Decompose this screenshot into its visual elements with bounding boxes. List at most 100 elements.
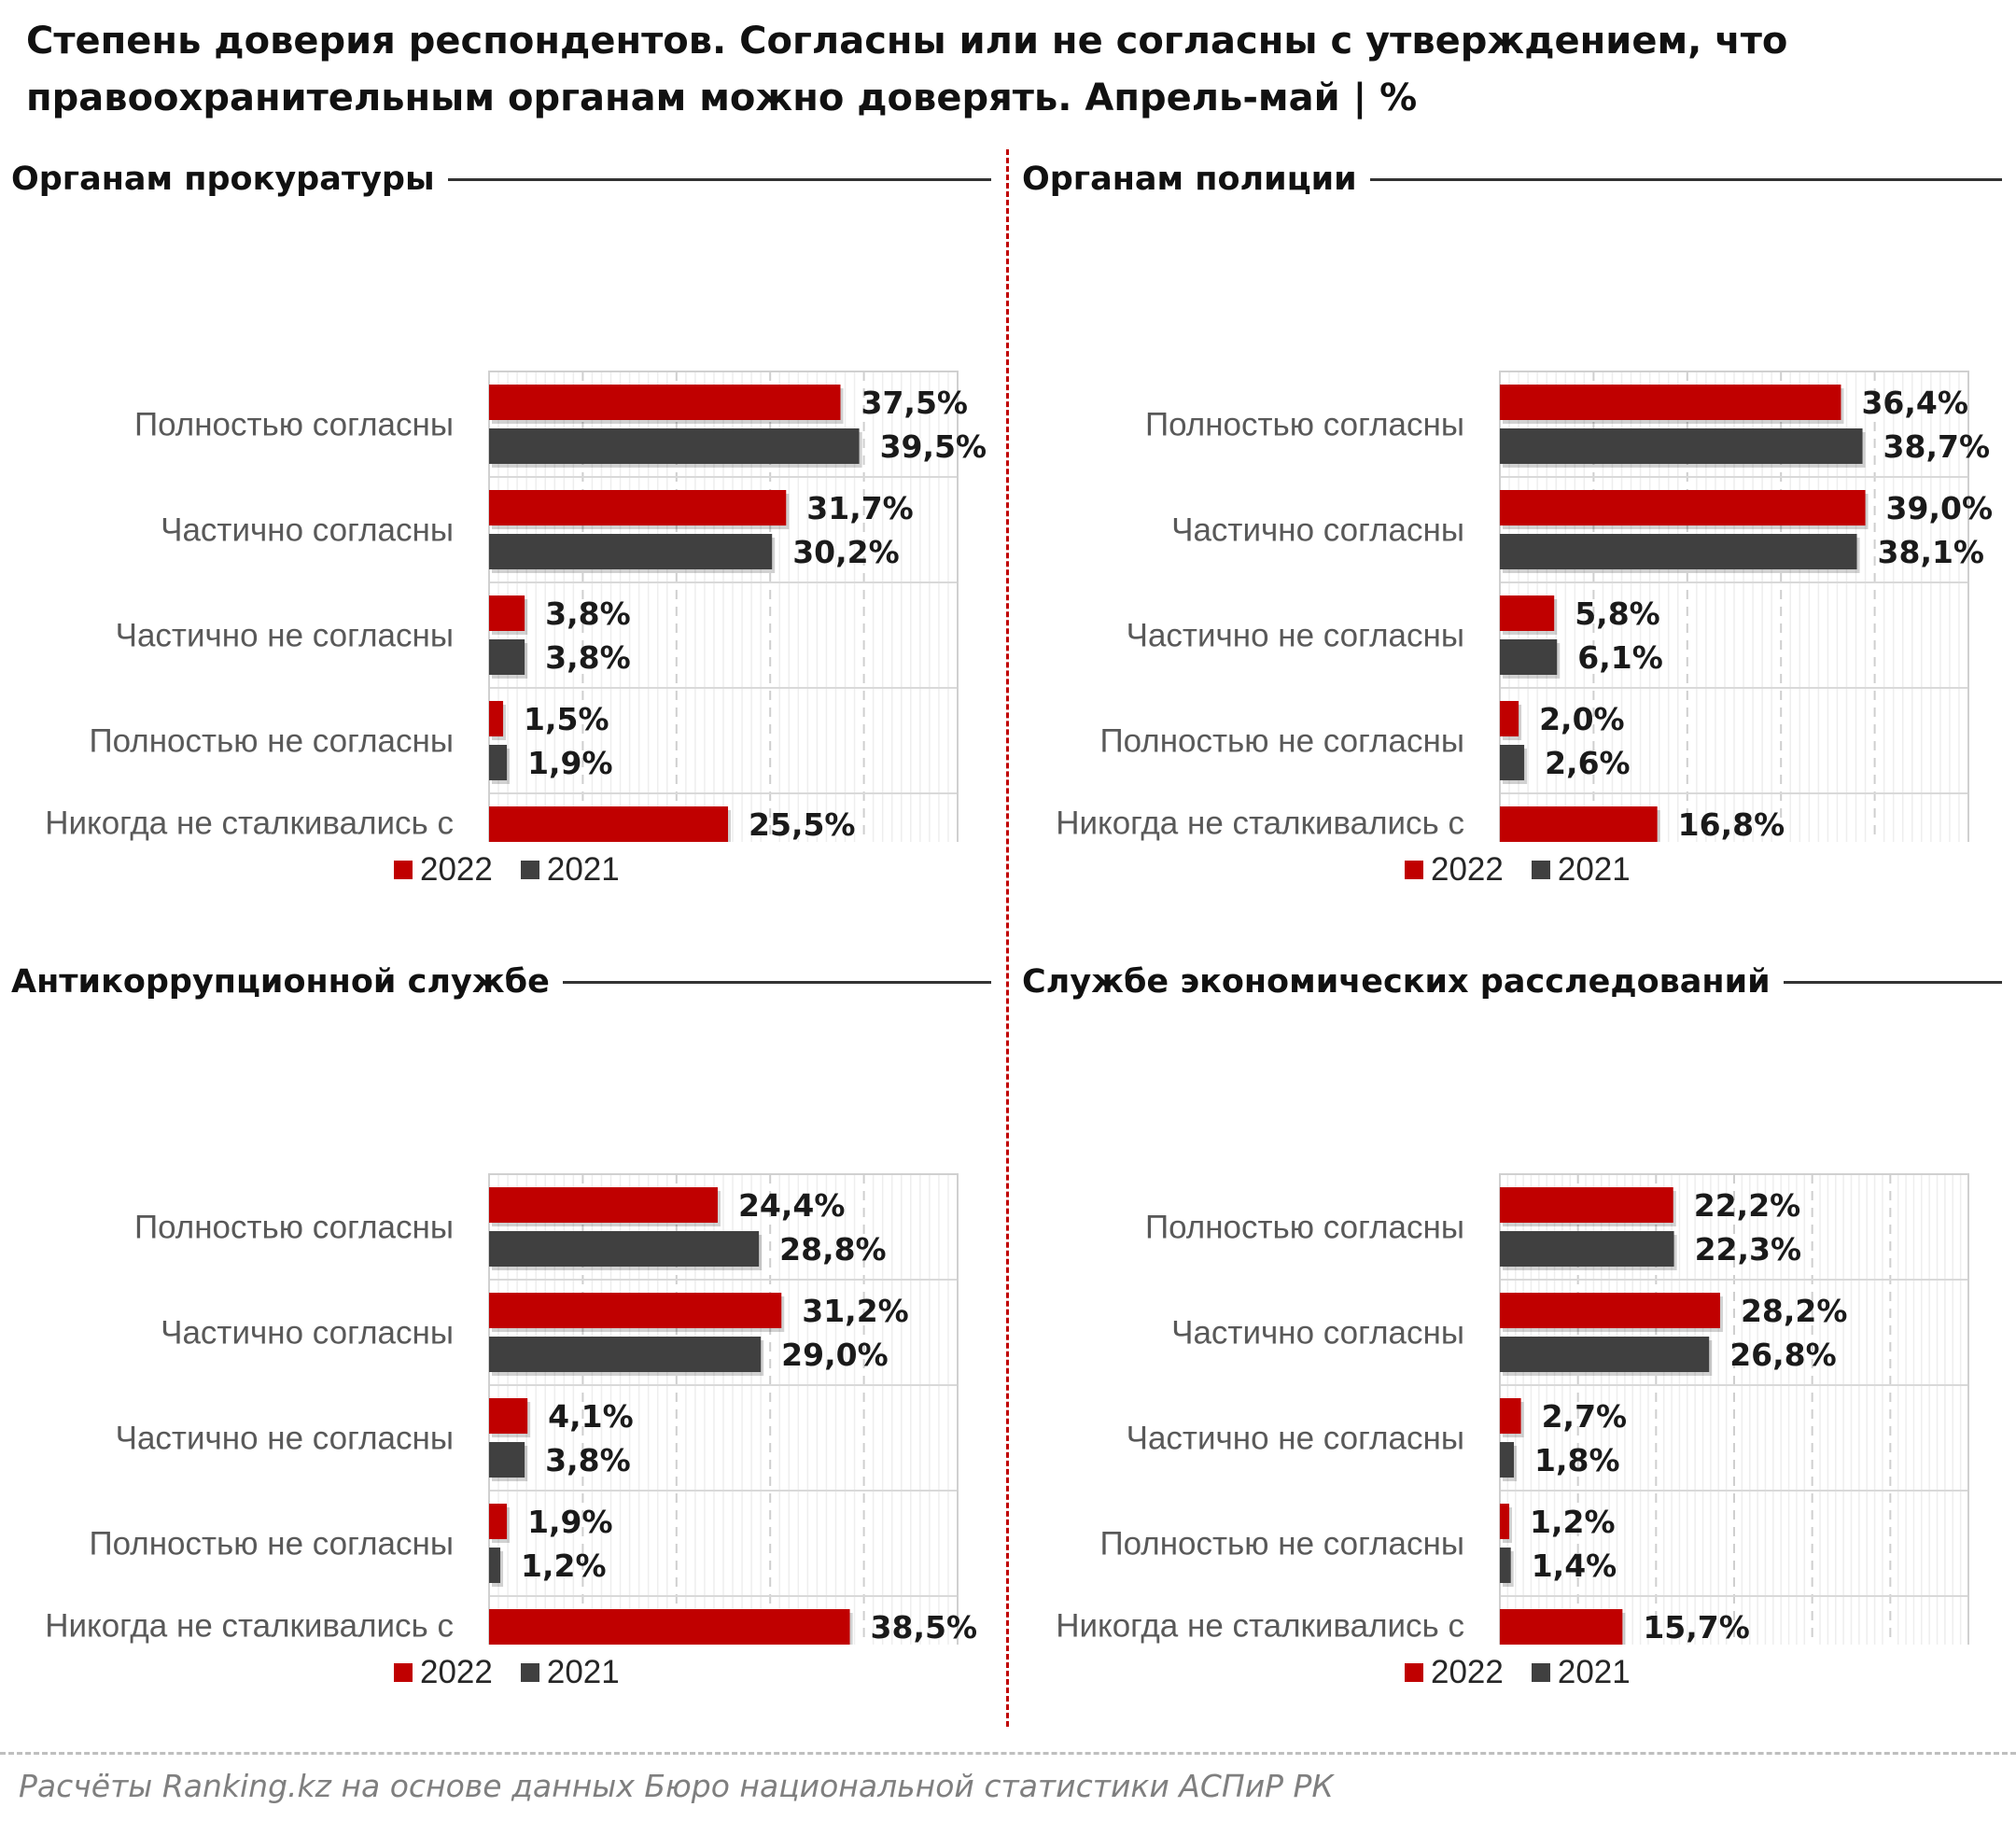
panel-header: Органам полиции bbox=[1022, 151, 2002, 207]
panel-header: Службе экономических расследований bbox=[1022, 954, 2002, 1010]
legend-swatch-2021 bbox=[1531, 861, 1550, 879]
bar-2021 bbox=[1500, 639, 1558, 675]
legend-label-2022: 2022 bbox=[420, 851, 493, 888]
data-label: 2,0% bbox=[1539, 701, 1625, 737]
panel-title-rule bbox=[562, 980, 991, 984]
bar-2021 bbox=[1500, 1548, 1511, 1583]
bar-chart: 22,2% 22,3% Полностью согласны 28,2% 26,8% Ча… bbox=[1056, 1173, 1969, 1645]
data-label: 1,5% bbox=[524, 701, 609, 737]
data-label: 39,0% bbox=[1886, 490, 1994, 526]
panel-header: Органам прокуратуры bbox=[11, 151, 991, 207]
bar-2021 bbox=[1500, 1231, 1674, 1267]
legend-item-2022: 2022 bbox=[394, 1654, 493, 1691]
chart-legend: 2022 2021 bbox=[1405, 851, 1659, 889]
panel-title-rule bbox=[447, 177, 991, 181]
bar-2022 bbox=[1500, 1609, 1623, 1645]
page-title-line-2: правоохранительным органам можно доверят… bbox=[26, 77, 1418, 119]
bar-2021 bbox=[489, 745, 508, 780]
data-label: 31,7% bbox=[806, 490, 914, 526]
plot-frame bbox=[1499, 1173, 1969, 1645]
bar-2022 bbox=[489, 806, 729, 842]
data-label: 25,5% bbox=[749, 806, 856, 842]
category-label: Никогда не сталкивались с bbox=[1056, 1608, 1464, 1645]
category-label: Полностью не согласны bbox=[1099, 723, 1464, 760]
panel-title: Антикоррупционной службе bbox=[11, 963, 550, 1001]
data-label: 1,8% bbox=[1534, 1442, 1620, 1478]
bar-2022 bbox=[489, 1187, 718, 1223]
data-label: 39,5% bbox=[880, 428, 987, 465]
legend-label-2021: 2021 bbox=[1557, 1654, 1631, 1690]
bar-2021 bbox=[489, 639, 525, 675]
bar-2022 bbox=[489, 1293, 782, 1328]
data-label: 2,6% bbox=[1545, 745, 1631, 781]
data-label: 4,1% bbox=[548, 1398, 634, 1435]
data-label: 1,4% bbox=[1532, 1548, 1617, 1584]
chart-legend: 2022 2021 bbox=[394, 851, 648, 889]
bar-2021 bbox=[489, 1231, 760, 1267]
legend-label-2021: 2021 bbox=[1557, 851, 1631, 888]
bar-2021 bbox=[489, 1337, 762, 1372]
data-label: 26,8% bbox=[1729, 1337, 1837, 1373]
category-label: Частично не согласны bbox=[1127, 618, 1464, 654]
bar-2022 bbox=[489, 385, 841, 420]
data-label: 36,4% bbox=[1861, 385, 1968, 421]
bar-2021 bbox=[489, 534, 773, 569]
bar-2022 bbox=[1500, 806, 1658, 842]
bar-2022 bbox=[489, 701, 504, 736]
category-label: Полностью не согласны bbox=[1099, 1526, 1464, 1562]
bar-chart: 37,5% 39,5% Полностью согласны 31,7% 30,2% Ча… bbox=[45, 371, 987, 842]
data-label: 30,2% bbox=[792, 534, 900, 570]
legend-swatch-2021 bbox=[520, 861, 539, 879]
category-label: Полностью согласны bbox=[1145, 1210, 1464, 1246]
legend-swatch-2022 bbox=[1405, 1663, 1423, 1682]
chart-legend: 2022 2021 bbox=[1405, 1654, 1659, 1691]
plot-frame bbox=[488, 371, 959, 842]
bar-2022 bbox=[489, 1398, 528, 1434]
panel-title-rule bbox=[1783, 980, 2002, 984]
panel-title: Органам полиции bbox=[1022, 161, 1357, 198]
page-title: Степень доверия респондентов. Согласны и… bbox=[26, 13, 1986, 127]
bar-2022 bbox=[1500, 490, 1866, 525]
bar-2022 bbox=[489, 1504, 508, 1539]
legend-label-2021: 2021 bbox=[546, 1654, 620, 1690]
category-label: Никогда не сталкивались с bbox=[1056, 805, 1464, 842]
category-label: Частично не согласны bbox=[1127, 1421, 1464, 1457]
category-label: Полностью согласны bbox=[134, 407, 454, 443]
bar-2021 bbox=[1500, 428, 1863, 464]
source-note: Расчёты Ranking.kz на основе данных Бюро… bbox=[19, 1768, 1334, 1804]
panel-anticorruption: Антикоррупционной службе 24,4% 28,8% Полно… bbox=[11, 954, 1001, 1757]
data-label: 2,7% bbox=[1542, 1398, 1628, 1435]
bar-chart: 36,4% 38,7% Полностью согласны 39,0% 38,1% Ча… bbox=[1056, 371, 1994, 842]
footer-separator bbox=[0, 1752, 2016, 1755]
data-label: 5,8% bbox=[1575, 595, 1660, 632]
data-label: 38,1% bbox=[1878, 534, 1985, 570]
bar-2022 bbox=[1500, 1398, 1521, 1434]
data-label: 38,7% bbox=[1883, 428, 1990, 465]
category-label: Полностью не согласны bbox=[89, 1526, 454, 1562]
data-label: 1,9% bbox=[527, 1504, 613, 1540]
legend-item-2022: 2022 bbox=[394, 851, 493, 889]
data-label: 6,1% bbox=[1577, 639, 1663, 676]
legend-item-2022: 2022 bbox=[1405, 851, 1504, 889]
data-label: 24,4% bbox=[738, 1187, 846, 1224]
bar-2022 bbox=[1500, 1293, 1720, 1328]
data-label: 22,2% bbox=[1694, 1187, 1801, 1224]
legend-label-2022: 2022 bbox=[1431, 1654, 1504, 1690]
data-label: 28,2% bbox=[1741, 1293, 1848, 1329]
data-label: 37,5% bbox=[861, 385, 969, 421]
plot-frame bbox=[1499, 371, 1969, 842]
category-label: Никогда не сталкивались с bbox=[45, 1608, 454, 1645]
chart-legend: 2022 2021 bbox=[394, 1654, 648, 1691]
panel-prosecution: Органам прокуратуры 37,5% 39,5% Полностью … bbox=[11, 151, 1001, 954]
panel-police: Органам полиции 36,4% 38,7% Полностью согл… bbox=[1022, 151, 2011, 954]
bar-2021 bbox=[489, 1442, 525, 1478]
bar-2022 bbox=[489, 595, 525, 631]
bar-2022 bbox=[1500, 1187, 1673, 1223]
bar-2021 bbox=[1500, 1337, 1710, 1372]
bar-2022 bbox=[489, 1609, 850, 1645]
legend-swatch-2022 bbox=[394, 861, 413, 879]
bar-2022 bbox=[489, 490, 787, 525]
category-label: Частично согласны bbox=[161, 512, 454, 549]
category-label: Частично согласны bbox=[1171, 1315, 1464, 1352]
category-label: Полностью не согласны bbox=[89, 723, 454, 760]
